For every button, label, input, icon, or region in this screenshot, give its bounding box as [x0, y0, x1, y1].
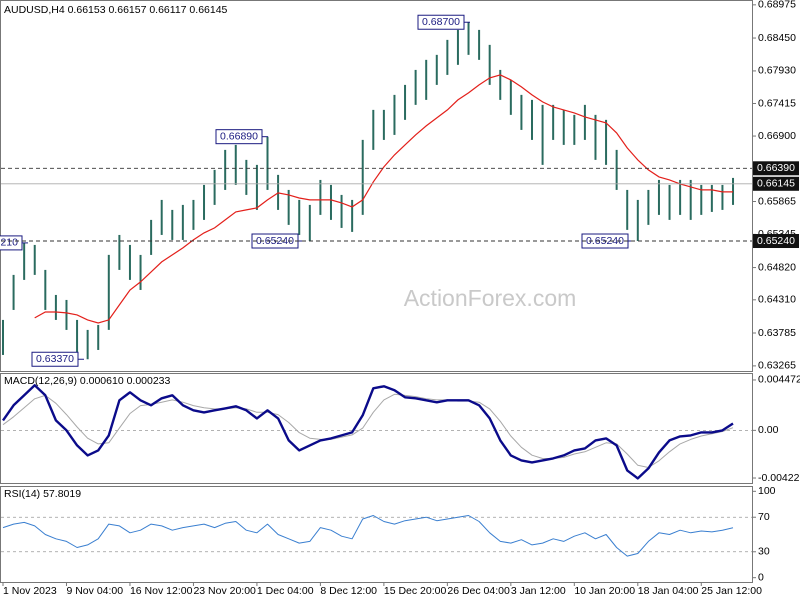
x-tick-label: 9 Nov 04:00: [66, 585, 123, 597]
y-tick-label: 0.66900: [758, 130, 796, 142]
price-label-box: [753, 176, 799, 191]
indicator-line: [2, 515, 734, 557]
y-tick-label: 0: [758, 571, 764, 583]
annotation-box: [0, 235, 23, 251]
y-tick-label: 0.00: [758, 424, 779, 436]
y-tick-label: 0.63785: [758, 327, 796, 339]
y-tick-label: 70: [758, 511, 770, 523]
chart-title: AUDUSD,H4 0.66153 0.66157 0.66117 0.6614…: [4, 4, 228, 16]
y-tick-label: 0.68975: [758, 0, 796, 11]
annotation-box: [31, 351, 79, 367]
x-tick-label: 25 Jan 12:00: [701, 585, 762, 597]
y-tick-label: 0.65865: [758, 195, 796, 207]
annotation-box: [417, 14, 465, 30]
annotation-label: 0.66890: [220, 130, 258, 142]
x-tick-label: 15 Dec 20:00: [384, 585, 447, 597]
x-tick-label: 1 Nov 2023: [3, 585, 57, 597]
x-tick-label: 26 Dec 04:00: [447, 585, 510, 597]
y-tick-label: 0.68450: [758, 32, 796, 44]
price-label: 0.66145: [757, 178, 795, 190]
indicator-line: [2, 384, 734, 480]
y-tick-label: 0.67415: [758, 97, 796, 109]
x-tick-label: 23 Nov 20:00: [193, 585, 256, 597]
x-tick-label: 1 Dec 04:00: [257, 585, 314, 597]
price-label: 0.66390: [757, 162, 795, 174]
x-tick-label: 10 Jan 20:00: [574, 585, 635, 597]
annotation-label: 0.65210: [0, 237, 18, 249]
price-label: 0.65240: [757, 235, 795, 247]
rsi-title: RSI(14) 57.8019: [4, 488, 81, 500]
x-tick-label: 18 Jan 04:00: [638, 585, 699, 597]
y-tick-label: 0.004472: [758, 374, 800, 386]
watermark: ActionForex.com: [404, 285, 577, 311]
moving-average: [34, 74, 733, 324]
y-tick-label: 30: [758, 546, 770, 558]
price-frame: [0, 0, 753, 372]
y-tick-label: 100: [758, 485, 776, 497]
y-tick-label: 0.63265: [758, 360, 796, 372]
y-tick-label: 0.64820: [758, 261, 796, 273]
annotation-label: 0.68700: [422, 16, 460, 28]
macd-frame: [0, 373, 753, 484]
macd-title: MACD(12,26,9) 0.000610 0.000233: [4, 375, 171, 387]
price-label-box: [753, 161, 799, 176]
y-tick-label: 0.67930: [758, 65, 796, 77]
indicator-line: [2, 393, 734, 468]
rsi-frame: [0, 486, 753, 583]
annotation-label: 0.63370: [36, 353, 74, 365]
x-tick-label: 3 Jan 12:00: [511, 585, 566, 597]
annotation-box: [215, 129, 263, 145]
price-label-box: [753, 234, 799, 249]
x-tick-label: 16 Nov 12:00: [130, 585, 193, 597]
y-tick-label: -0.004229: [758, 472, 800, 484]
x-tick-label: 8 Dec 12:00: [320, 585, 377, 597]
y-tick-label: 0.64310: [758, 294, 796, 306]
